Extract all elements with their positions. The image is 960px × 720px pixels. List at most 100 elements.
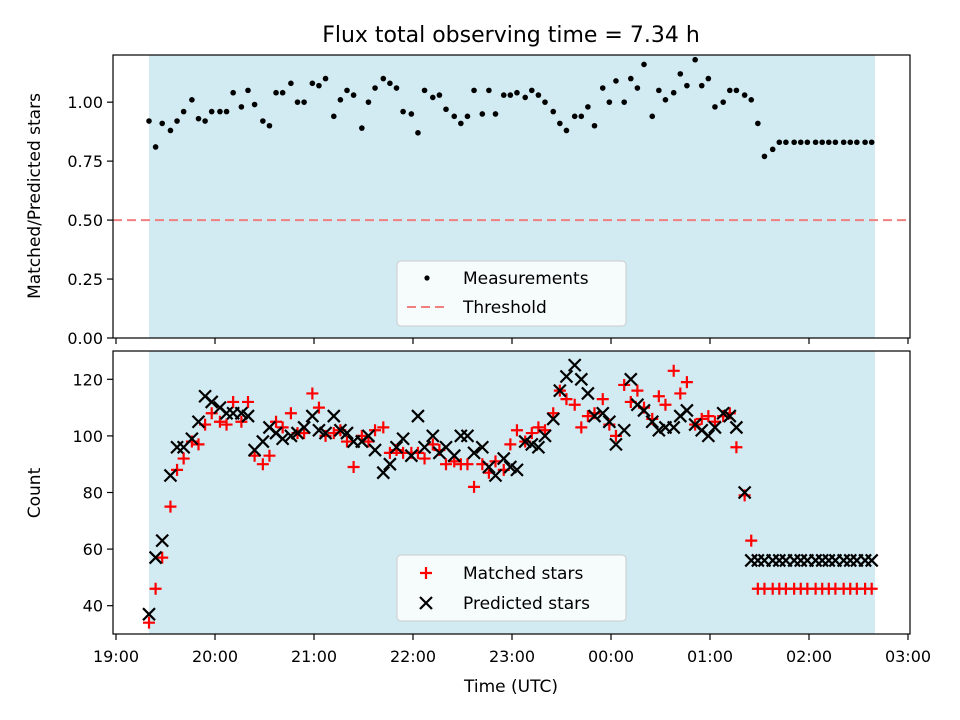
x-tick-label: 01:00 bbox=[687, 647, 733, 666]
measurement-point bbox=[479, 111, 486, 117]
matched-star-point bbox=[220, 418, 233, 431]
matched-star-point bbox=[149, 582, 162, 595]
measurement-point bbox=[464, 113, 471, 120]
matched-star-point bbox=[575, 421, 588, 434]
measurement-point bbox=[359, 125, 365, 131]
predicted-star-point bbox=[482, 460, 496, 474]
bottom-legend: Matched stars Predicted stars bbox=[396, 554, 627, 622]
measurement-point bbox=[761, 153, 768, 160]
x-tick-label: 23:00 bbox=[489, 647, 535, 666]
matched-star-point bbox=[745, 534, 758, 547]
matched-star-point bbox=[248, 449, 261, 462]
predicted-star-point bbox=[275, 431, 290, 446]
x-axis-label: Time (UTC) bbox=[463, 677, 558, 697]
matched-star-point bbox=[276, 421, 289, 434]
measurement-point bbox=[309, 80, 316, 87]
measurements-legend-marker bbox=[424, 275, 430, 281]
predicted-star-point bbox=[404, 448, 419, 463]
matched-star-point bbox=[156, 551, 169, 564]
predicted-star-point bbox=[256, 434, 270, 449]
measurement-point bbox=[649, 113, 656, 120]
predicted-star-point bbox=[538, 429, 552, 443]
measurement-point bbox=[436, 92, 443, 98]
predicted-star-point bbox=[567, 358, 582, 372]
measurement-point bbox=[819, 139, 825, 146]
matched-star-point bbox=[702, 410, 715, 423]
predicted-star-point bbox=[361, 429, 376, 443]
measurement-point bbox=[748, 97, 755, 103]
predicted-star-point bbox=[460, 429, 475, 443]
y-tick-label: 1.00 bbox=[67, 93, 103, 112]
matched-star-point bbox=[284, 407, 297, 420]
matched-star-point bbox=[730, 441, 743, 454]
predicted-star-point bbox=[546, 412, 561, 426]
measurement-point bbox=[628, 75, 634, 82]
measurement-point bbox=[195, 115, 202, 122]
bottom-y-axis: 40 60 80 100 120 bbox=[72, 370, 113, 616]
matched-star-point bbox=[695, 412, 708, 425]
y-tick-label: 0.25 bbox=[67, 270, 103, 289]
matched-star-point bbox=[461, 458, 474, 471]
matched-legend-marker bbox=[420, 567, 432, 579]
measurement-point bbox=[557, 120, 563, 127]
matched-star-point bbox=[377, 421, 390, 434]
predicted-star-point bbox=[581, 386, 595, 401]
chart-title: Flux total observing time = 7.34 h bbox=[322, 23, 700, 48]
predicted-star-point bbox=[191, 414, 206, 429]
predicted-stars-points bbox=[142, 358, 879, 621]
matched-star-point bbox=[143, 616, 155, 629]
measurement-point bbox=[238, 104, 245, 110]
measurement-point bbox=[641, 61, 647, 68]
measurement-point bbox=[159, 120, 165, 127]
measurement-point bbox=[372, 85, 378, 91]
matched-star-point bbox=[532, 421, 545, 434]
measurement-point bbox=[500, 92, 507, 98]
measurement-point bbox=[400, 108, 406, 115]
matched-star-point bbox=[539, 424, 551, 437]
measurements-legend-label: Measurements bbox=[463, 269, 589, 289]
measurement-point bbox=[840, 139, 847, 146]
predicted-star-point bbox=[142, 607, 156, 621]
matched-star-point bbox=[581, 410, 594, 423]
measurement-point bbox=[421, 87, 428, 94]
matched-stars-points bbox=[143, 364, 878, 629]
predicted-star-point bbox=[411, 409, 425, 423]
measurement-point bbox=[862, 139, 868, 146]
measurement-point bbox=[288, 80, 294, 87]
y-tick-label: 0.00 bbox=[67, 329, 103, 348]
measurement-point bbox=[591, 122, 598, 129]
bottom-plot-frame bbox=[112, 350, 911, 635]
predicted-star-point bbox=[617, 423, 631, 438]
measurement-point bbox=[705, 75, 712, 82]
measurement-point bbox=[451, 113, 458, 120]
measurement-point bbox=[854, 139, 860, 146]
measurement-point bbox=[152, 144, 159, 150]
y-tick-label: 120 bbox=[72, 370, 103, 389]
predicted-star-point bbox=[376, 465, 391, 480]
measurement-point bbox=[430, 94, 436, 101]
y-tick-label: 60 bbox=[83, 540, 103, 559]
matched-star-point bbox=[468, 480, 481, 493]
measurement-point bbox=[535, 92, 542, 98]
top-legend-box bbox=[396, 260, 627, 327]
predicted-star-point bbox=[488, 468, 503, 483]
matched-star-point bbox=[369, 424, 382, 437]
measurement-point bbox=[279, 89, 286, 96]
matched-legend-label: Matched stars bbox=[463, 564, 583, 584]
measurement-point bbox=[344, 87, 350, 94]
predicted-star-point bbox=[553, 383, 567, 398]
matched-star-point bbox=[171, 463, 184, 476]
measurement-point bbox=[245, 87, 251, 94]
measurement-point bbox=[180, 108, 187, 115]
measurement-point bbox=[804, 139, 811, 146]
matched-star-point bbox=[674, 387, 687, 400]
measurement-point bbox=[486, 87, 492, 94]
measurement-point bbox=[847, 139, 854, 146]
measurement-point bbox=[393, 85, 400, 91]
measurement-point bbox=[613, 78, 619, 84]
measurement-point bbox=[322, 75, 329, 82]
measurement-point bbox=[826, 139, 832, 146]
predicted-star-point bbox=[447, 448, 462, 463]
matched-star-point bbox=[213, 415, 226, 428]
